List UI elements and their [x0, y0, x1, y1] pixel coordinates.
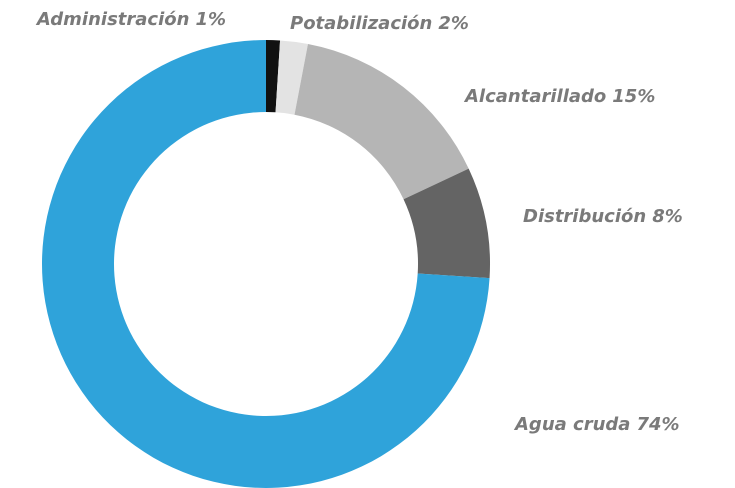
- segment-label: Distribución 8%: [523, 206, 683, 227]
- category-label: Alcantarillado: [463, 86, 606, 107]
- category-label: Potabilización: [290, 13, 432, 34]
- value-label: 1%: [195, 9, 226, 30]
- segment-label: Potabilización 2%: [290, 13, 469, 34]
- donut-segment: [403, 168, 490, 279]
- category-label: Agua cruda: [513, 414, 630, 435]
- value-label: 2%: [438, 13, 469, 34]
- segment-label: Alcantarillado 15%: [463, 86, 655, 107]
- value-label: 15%: [612, 86, 655, 107]
- category-label: Administración: [35, 9, 190, 30]
- donut-segment: [275, 40, 308, 115]
- value-label: 74%: [636, 414, 679, 435]
- donut-segment: [294, 43, 469, 200]
- donut-segment: [266, 40, 281, 113]
- value-label: 8%: [652, 206, 683, 227]
- category-label: Distribución: [523, 206, 646, 227]
- segment-label: Administración 1%: [35, 9, 226, 30]
- segment-label: Agua cruda 74%: [513, 414, 680, 435]
- donut-segment: [42, 40, 490, 488]
